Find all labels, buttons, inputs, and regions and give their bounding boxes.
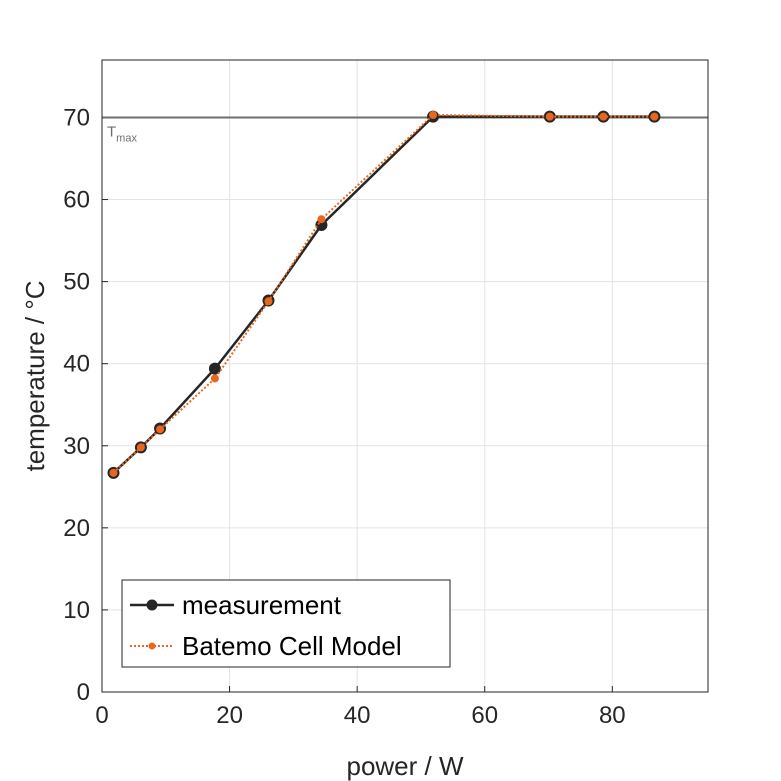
data-point [429,110,438,119]
y-tick-label: 0 [77,679,90,706]
y-tick-label: 50 [63,269,90,296]
x-tick-label: 60 [471,702,498,729]
data-point [545,112,554,121]
data-point [317,215,326,224]
y-tick-label: 20 [63,515,90,542]
tmax-label: Tmax [107,123,137,144]
y-tick-label: 60 [63,187,90,214]
tick-labels: 0 20 40 60 80 0 10 20 30 40 50 60 70 [63,104,625,729]
data-point [156,425,165,434]
y-axis-label: temperature / °C [20,280,50,471]
y-tick-label: 40 [63,351,90,378]
data-point [650,112,659,121]
y-tick-label: 10 [63,597,90,624]
legend-label-batemo-cell-model: Batemo Cell Model [182,631,402,661]
x-tick-label: 20 [216,702,243,729]
legend: measurement Batemo Cell Model [121,579,451,668]
series-line-1 [112,113,655,474]
y-tick-label: 70 [63,104,90,131]
legend-label-measurement: measurement [182,590,342,620]
data-point [208,362,221,375]
legend-marker [146,599,158,611]
data-point [109,468,118,477]
tmax-label-main: T [107,123,116,140]
y-tick-label: 30 [63,433,90,460]
legend-marker [148,642,156,650]
data-point [136,443,145,452]
legend-box [121,579,451,668]
data-point [210,374,219,383]
series-layer [107,110,661,479]
plot-frame [101,59,709,693]
data-point [264,297,273,306]
x-tick-label: 0 [95,702,108,729]
legend-swatch-measurement [130,599,174,611]
legend-swatch-batemo-cell-model [130,642,174,650]
x-axis-label: power / W [346,751,463,781]
tmax-label-sub: max [116,132,137,144]
series-line-0 [112,115,655,474]
x-tick-label: 80 [599,702,626,729]
data-point [599,112,608,121]
x-tick-label: 40 [344,702,371,729]
